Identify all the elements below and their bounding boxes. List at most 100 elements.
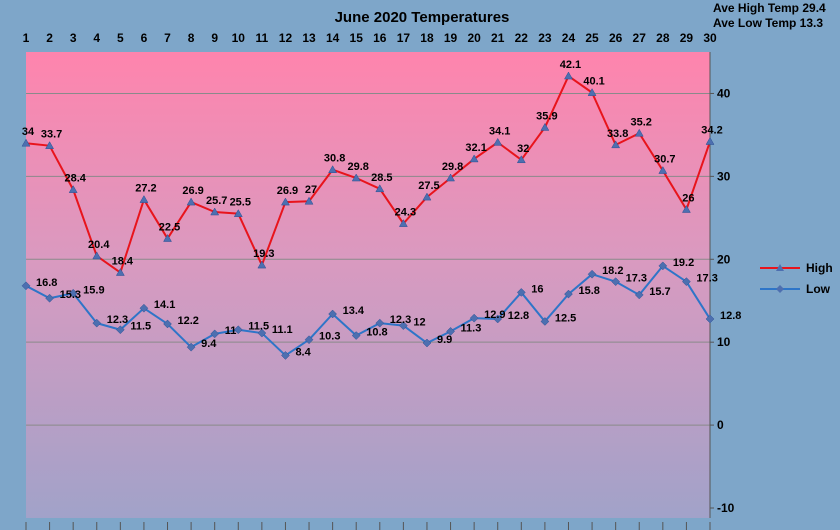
data-label-layer: 34 33.728.420.418.427.222.526.925.7 25.519… bbox=[22, 59, 742, 358]
data-point-high bbox=[92, 251, 102, 260]
x-tick-label: 3 bbox=[70, 31, 77, 45]
data-label-high: 30.8 bbox=[324, 153, 345, 165]
data-label-low: 12.2 bbox=[178, 315, 199, 327]
data-point-high bbox=[257, 260, 267, 269]
x-tick-labels: 1 2 3 4 5 6 7 8 9 10 11 12 13 14 15 16 17 18 19 20 21 22 23 24 2… bbox=[23, 31, 717, 45]
x-tick-label: 18 bbox=[420, 31, 434, 45]
ave-low-stat: Ave Low Temp 13.3 bbox=[713, 16, 823, 30]
data-point-high bbox=[375, 184, 385, 193]
data-label-high: 32.1 bbox=[465, 142, 486, 154]
data-point-high bbox=[540, 122, 550, 131]
data-label-low: 12 bbox=[413, 317, 425, 329]
x-tick-label: 24 bbox=[562, 31, 576, 45]
x-tick-label: 9 bbox=[211, 31, 218, 45]
data-label-low: 9.4 bbox=[201, 338, 217, 350]
plot-area bbox=[26, 52, 710, 518]
data-label-low: 15.9 bbox=[83, 284, 104, 296]
data-point-low bbox=[469, 313, 479, 323]
legend: High Low bbox=[760, 261, 833, 296]
data-point-low bbox=[540, 317, 550, 326]
data-label-low: 14.1 bbox=[154, 299, 175, 311]
data-point-high bbox=[446, 173, 455, 182]
data-label-high: 29.8 bbox=[347, 161, 368, 173]
data-label-high: 34.2 bbox=[701, 125, 722, 137]
data-point-high bbox=[328, 165, 338, 173]
x-tick-label: 8 bbox=[188, 31, 195, 45]
data-point-low bbox=[304, 335, 314, 345]
data-label-high: 25.5 bbox=[230, 197, 251, 209]
data-point-high bbox=[587, 88, 597, 96]
data-label-low: 17.3 bbox=[696, 273, 717, 285]
data-point-high bbox=[351, 173, 361, 182]
data-label-low: 18.2 bbox=[602, 265, 623, 277]
data-point-high bbox=[210, 207, 220, 216]
data-point-high bbox=[186, 197, 196, 206]
data-label-high: 27.2 bbox=[135, 183, 156, 195]
x-tick-label: 5 bbox=[117, 31, 124, 45]
data-point-low bbox=[186, 342, 196, 352]
data-label-low: 12.8 bbox=[720, 310, 741, 322]
data-point-low bbox=[328, 309, 337, 319]
data-label-high: 26 bbox=[682, 193, 694, 205]
data-point-high bbox=[163, 234, 172, 242]
data-point-low bbox=[281, 351, 290, 360]
x-tick-label: 15 bbox=[350, 31, 364, 45]
legend-label-low: Low bbox=[806, 282, 831, 296]
y-tick-label: 10 bbox=[717, 335, 731, 349]
data-label-high: 35.9 bbox=[536, 110, 557, 122]
data-point-high bbox=[21, 138, 31, 147]
data-point-high bbox=[493, 137, 503, 146]
data-point-low bbox=[163, 319, 172, 329]
data-label-low: 16.8 bbox=[36, 277, 57, 289]
data-label-high: 26.9 bbox=[277, 185, 298, 197]
x-tick-label: 14 bbox=[326, 31, 340, 45]
data-label-low: 11.1 bbox=[272, 324, 293, 336]
data-label-high: 28.4 bbox=[64, 173, 86, 185]
x-tick-label: 25 bbox=[585, 31, 599, 45]
data-point-low bbox=[516, 288, 526, 297]
data-point-high bbox=[681, 205, 691, 213]
x-tick-label: 11 bbox=[256, 31, 269, 45]
data-label-high: 27.5 bbox=[418, 180, 439, 192]
data-label-low: 16 bbox=[531, 283, 543, 295]
x-tick-label: 22 bbox=[515, 31, 529, 45]
data-label-low: 12.8 bbox=[508, 310, 529, 322]
data-point-low bbox=[564, 289, 573, 299]
x-tick-label: 16 bbox=[373, 31, 387, 45]
x-tick-label: 7 bbox=[164, 31, 171, 45]
data-point-low bbox=[68, 288, 78, 298]
y-tick-label: -10 bbox=[717, 501, 735, 515]
data-point-low bbox=[375, 318, 385, 328]
data-label-high: 42.1 bbox=[560, 59, 581, 71]
data-label-high: 35.2 bbox=[631, 116, 652, 128]
legend-marker-high bbox=[776, 264, 784, 271]
data-label-high: 24.3 bbox=[395, 207, 416, 219]
data-point-high bbox=[564, 71, 573, 80]
data-point-low bbox=[705, 314, 715, 324]
data-point-low bbox=[351, 331, 361, 340]
data-label-low: 15.7 bbox=[649, 286, 670, 298]
x-tick-label: 12 bbox=[279, 31, 293, 45]
x-tick-label: 28 bbox=[656, 31, 670, 45]
data-label-low: 12.5 bbox=[555, 312, 576, 324]
data-label-low: 19.2 bbox=[673, 257, 694, 269]
data-label-high: 27 bbox=[305, 184, 317, 196]
x-tick-label: 2 bbox=[46, 31, 53, 45]
x-tick-label: 29 bbox=[680, 31, 694, 45]
legend-marker-low bbox=[776, 285, 784, 293]
data-point-low bbox=[21, 281, 31, 291]
y-tick-labels: -10 0 10 20 30 40 bbox=[717, 86, 735, 515]
data-point-low bbox=[257, 328, 267, 338]
data-label-high: 34.1 bbox=[489, 125, 510, 137]
data-label-high: 26.9 bbox=[182, 185, 203, 197]
data-label-high: 18.4 bbox=[112, 256, 134, 268]
y-tick-label: 20 bbox=[717, 252, 731, 266]
y-tick-label: 40 bbox=[717, 86, 731, 100]
x-tick-label: 27 bbox=[633, 31, 647, 45]
data-label-high: 29.8 bbox=[442, 161, 463, 173]
data-point-high bbox=[658, 166, 668, 174]
data-point-high bbox=[304, 196, 314, 205]
data-point-low bbox=[446, 327, 455, 336]
data-point-low bbox=[139, 303, 149, 313]
